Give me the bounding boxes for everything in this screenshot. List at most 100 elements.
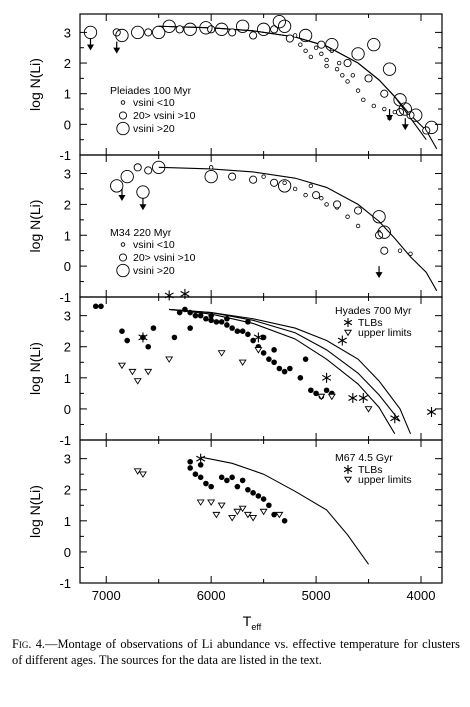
x-tick-label: 5000: [302, 588, 331, 603]
legend-label: 20> vsini >10: [133, 110, 196, 122]
caption-text: —Montage of observations of Li abundance…: [12, 637, 460, 667]
panel-frame-2: [79, 296, 443, 441]
data-point: [208, 312, 214, 319]
data-point: [325, 38, 339, 52]
data-point: [287, 365, 293, 372]
data-point: [409, 108, 423, 122]
data-point: [371, 103, 376, 109]
upper-limit-point: [275, 511, 284, 519]
legend-label: 20> vsini >10: [133, 252, 196, 264]
data-point: [324, 57, 329, 63]
data-point: [133, 163, 142, 172]
upper-limit-point: [233, 508, 242, 516]
y-tick-label: 2: [64, 56, 71, 71]
legend-label: TLBs: [358, 464, 383, 476]
data-point: [250, 490, 256, 496]
legend-marker: [343, 329, 353, 337]
data-point: [319, 51, 324, 57]
y-tick-label: -1: [59, 290, 71, 305]
data-point: [249, 31, 258, 40]
data-point: [245, 486, 251, 493]
data-point: [382, 106, 387, 112]
data-point: [224, 315, 230, 322]
data-point: [245, 319, 251, 325]
data-point: [187, 465, 193, 471]
upper-limit-arrow: [386, 109, 394, 122]
data-point: [292, 186, 298, 192]
data-point: [256, 22, 271, 36]
data-point: [234, 328, 241, 334]
data-point: [380, 89, 389, 98]
data-point: [272, 15, 287, 29]
data-point: [152, 25, 166, 40]
panel-label: Pleiades 100 Myr: [110, 85, 192, 97]
data-point: [228, 28, 237, 37]
data-point: [144, 28, 153, 37]
y-tick-label: 2: [64, 483, 71, 498]
y-tick-label: 1: [64, 514, 71, 529]
figure-caption: Fig. 4.—Montage of observations of Li ab…: [12, 636, 460, 668]
y-tick-label: 1: [64, 228, 71, 243]
legend-label: upper limits: [358, 474, 412, 486]
data-point: [367, 38, 381, 52]
y-tick-label: 0: [64, 259, 71, 274]
upper-limit-point: [217, 350, 226, 357]
data-point: [120, 169, 134, 184]
y-tick-label: 0: [64, 545, 71, 560]
data-point: [245, 331, 251, 338]
data-point: [115, 28, 129, 43]
data-point: [144, 166, 153, 175]
y-axis-label: log N(Li): [27, 485, 43, 538]
data-point: [218, 474, 225, 481]
y-tick-label: -1: [59, 433, 71, 448]
legend-marker: [343, 465, 353, 474]
data-point: [203, 480, 209, 487]
data-point: [228, 172, 237, 181]
upper-limit-point: [327, 393, 336, 401]
data-point: [292, 33, 298, 38]
data-point: [281, 368, 288, 375]
x-tick-label: 6000: [197, 588, 226, 603]
data-point: [218, 319, 225, 325]
data-point: [176, 309, 183, 316]
data-point: [235, 19, 250, 33]
data-point: [308, 54, 314, 60]
tlb-point: [196, 453, 206, 464]
legend-marker: [118, 111, 128, 120]
data-point: [171, 334, 178, 341]
x-tick-label: 7000: [92, 588, 121, 603]
data-point: [131, 25, 145, 40]
data-point: [187, 309, 193, 316]
model-curve: [158, 25, 438, 150]
y-tick-label: 1: [64, 87, 71, 102]
data-point: [203, 315, 209, 322]
data-point: [213, 319, 220, 325]
data-point: [145, 343, 152, 350]
y-tick-label: 3: [64, 309, 71, 324]
data-point: [308, 183, 314, 189]
data-point: [183, 22, 197, 36]
upper-limit-point: [249, 515, 258, 522]
data-point: [266, 356, 272, 362]
upper-limit-point: [317, 393, 326, 401]
y-tick-label: 3: [64, 25, 71, 40]
upper-limit-arrow: [86, 38, 94, 51]
legend-marker: [343, 476, 353, 484]
upper-limit-arrow: [118, 188, 126, 201]
data-point: [380, 246, 389, 255]
data-point: [377, 225, 391, 239]
data-point: [197, 462, 204, 468]
data-point: [136, 185, 150, 199]
model-curve: [169, 308, 412, 434]
legend-marker: [120, 242, 126, 247]
data-point: [408, 251, 413, 256]
data-point: [110, 179, 124, 193]
y-axis-label: log N(Li): [27, 342, 43, 395]
data-point: [266, 502, 272, 509]
upper-limit-arrow: [375, 266, 383, 279]
data-point: [261, 174, 266, 179]
tlb-point: [337, 335, 347, 346]
data-point: [270, 178, 279, 187]
data-point: [350, 73, 356, 78]
data-point: [336, 60, 342, 66]
